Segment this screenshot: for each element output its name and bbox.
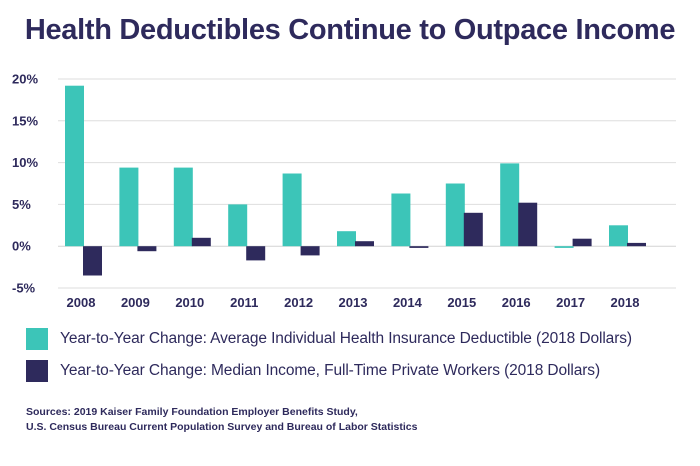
x-axis-ticks: 2008 2009 2010 2011 2012 2013 2014 2015 2016 2017…	[67, 295, 640, 310]
legend-swatch-income	[26, 360, 48, 382]
bar-income	[627, 242, 646, 247]
bar-deductible	[65, 85, 84, 247]
bar-deductible	[228, 204, 248, 247]
sources-note: Sources: 2019 Kaiser Family Foundation E…	[26, 405, 418, 435]
legend-label-deductible: Year-to-Year Change: Average Individual …	[60, 330, 632, 347]
y-tick-label: 0%	[12, 239, 31, 254]
bar-income	[191, 237, 211, 247]
bar-income	[83, 246, 102, 276]
bar-income	[463, 212, 483, 247]
y-tick-label: 20%	[12, 72, 38, 87]
y-tick-label: -5%	[12, 281, 36, 296]
bar-income	[572, 238, 592, 247]
bar-deductible	[554, 246, 574, 248]
y-tick-label: 10%	[12, 155, 38, 170]
x-tick-label: 2008	[67, 295, 96, 310]
chart-title: Health Deductibles Continue to Outpace I…	[24, 14, 676, 46]
bar-income	[246, 246, 266, 261]
bar-income	[137, 246, 157, 252]
bar-income	[355, 241, 374, 247]
x-tick-label: 2014	[393, 295, 423, 310]
x-tick-label: 2010	[175, 295, 204, 310]
y-tick-label: 15%	[12, 113, 38, 128]
legend-item-income: Year-to-Year Change: Median Income, Full…	[26, 360, 600, 382]
bar-deductible	[337, 231, 356, 247]
bar-income	[518, 202, 538, 247]
sources-line-1: Sources: 2019 Kaiser Family Foundation E…	[26, 406, 358, 418]
y-axis-ticks: 20% 15% 10% 5% 0% -5%	[12, 72, 38, 296]
bars	[65, 85, 646, 276]
bar-deductible	[173, 167, 193, 247]
sources-line-2: U.S. Census Bureau Current Population Su…	[26, 421, 418, 433]
x-tick-label: 2015	[447, 295, 476, 310]
legend-label-income: Year-to-Year Change: Median Income, Full…	[60, 362, 601, 379]
bar-chart: 20% 15% 10% 5% 0% -5% 2008 2009 2010 2011 2012 201…	[12, 72, 676, 310]
x-tick-label: 2018	[611, 295, 640, 310]
x-tick-label: 2017	[556, 295, 585, 310]
x-tick-label: 2011	[230, 295, 258, 310]
bar-deductible	[500, 163, 520, 247]
x-tick-label: 2012	[284, 295, 313, 310]
legend-swatch-deductible	[26, 328, 48, 350]
x-tick-label: 2009	[121, 295, 150, 310]
y-tick-label: 5%	[12, 197, 31, 212]
bar-deductible	[445, 183, 465, 247]
bar-deductible	[282, 173, 302, 247]
bar-income	[409, 246, 429, 248]
bar-deductible	[119, 167, 139, 247]
gridlines	[58, 78, 676, 289]
bar-income	[300, 246, 320, 256]
bar-deductible	[609, 225, 628, 247]
x-tick-label: 2013	[339, 295, 368, 310]
legend-item-deductible: Year-to-Year Change: Average Individual …	[26, 328, 632, 350]
x-tick-label: 2016	[502, 295, 531, 310]
bar-deductible	[391, 193, 411, 247]
